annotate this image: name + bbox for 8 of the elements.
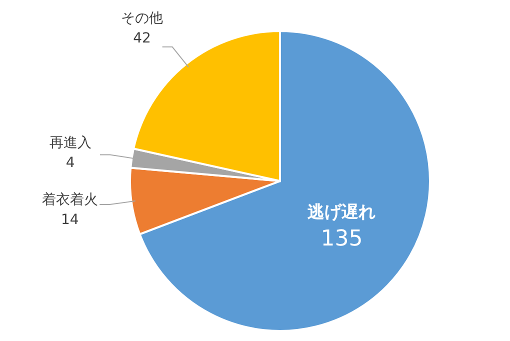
slice-label: その他 [121,10,164,27]
data-label: 4 [66,154,75,171]
slice-label: 再進入 [49,134,92,151]
data-label: 135 [320,226,363,252]
slice-label: 着衣着火 [42,192,98,208]
slice-label: 逃げ遅れ [306,202,376,223]
data-label: 42 [133,30,151,47]
data-label: 14 [60,212,79,228]
